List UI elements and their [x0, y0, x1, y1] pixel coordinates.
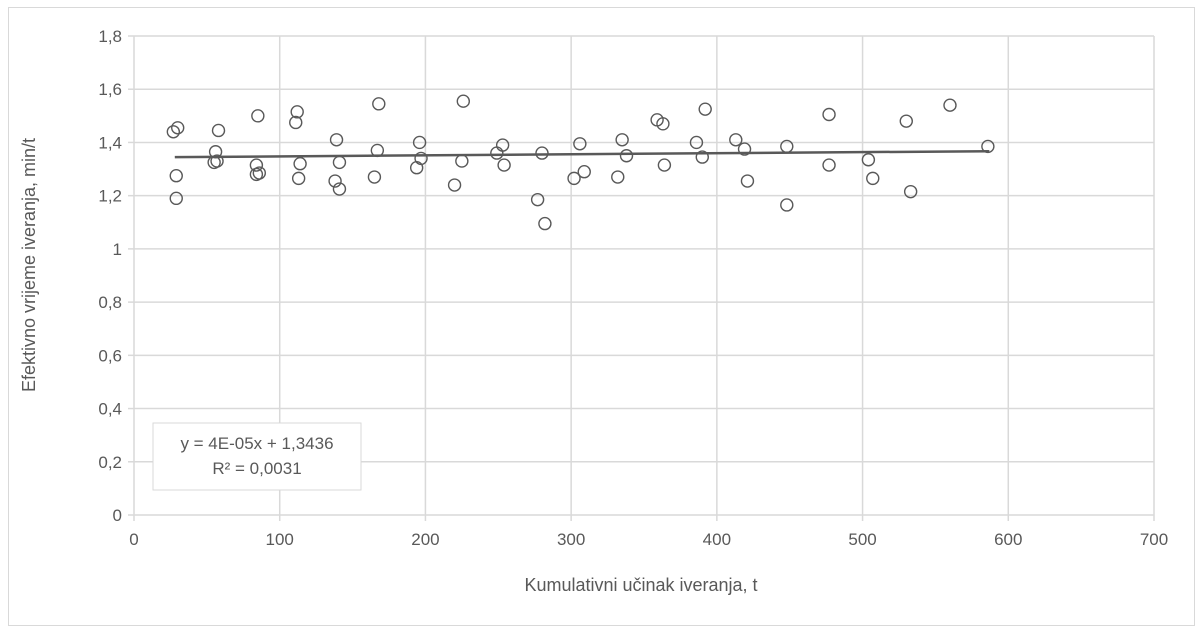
data-point [573, 137, 587, 151]
x-tick-label: 0 [129, 530, 138, 549]
data-point [822, 158, 836, 172]
y-tick-label: 1,6 [98, 80, 122, 99]
data-point [656, 117, 670, 131]
data-point [899, 114, 913, 128]
data-point [412, 135, 427, 150]
data-point [332, 182, 347, 196]
data-point [328, 174, 342, 188]
x-tick-label: 100 [266, 530, 294, 549]
x-axis-title: Kumulativni učinak iveranja, t [524, 575, 757, 595]
data-point [611, 170, 625, 184]
y-tick-label: 0,6 [98, 346, 122, 365]
y-tick-label: 1,8 [98, 27, 122, 46]
trendline-layer [174, 149, 990, 159]
data-point [740, 174, 755, 188]
data-points [166, 94, 995, 231]
data-point [409, 161, 424, 175]
scatter-chart: 0 100 200 300 400 500 600 700 0 0,2 0,4 0,6 0,8 1 1,2 1… [19, 27, 1168, 595]
data-point [866, 171, 880, 186]
data-point [698, 102, 712, 116]
data-point [291, 171, 306, 186]
data-point [290, 105, 304, 119]
data-point [780, 139, 794, 154]
data-point [289, 115, 303, 130]
data-point [252, 166, 267, 180]
data-point [210, 154, 224, 168]
data-point [861, 153, 876, 167]
data-point [981, 139, 995, 154]
data-point [447, 178, 462, 192]
data-point [943, 98, 957, 112]
y-tick-label: 1 [113, 240, 122, 259]
data-point [497, 158, 511, 172]
data-point [293, 157, 307, 171]
axes [128, 35, 1155, 521]
y-tick-label: 0 [113, 506, 122, 525]
y-tick-label: 0,8 [98, 293, 122, 312]
trendline-equation-box: y = 4E-05x + 1,3436 R² = 0,0031 [152, 422, 362, 491]
data-point [567, 171, 581, 186]
x-tick-label: 700 [1140, 530, 1168, 549]
data-point [577, 165, 591, 179]
data-point [530, 192, 545, 207]
data-point [456, 94, 471, 108]
data-point [169, 169, 183, 183]
trendline-equation: y = 4E-05x + 1,3436 [180, 434, 333, 453]
x-tick-label: 400 [703, 530, 731, 549]
data-point [211, 123, 226, 138]
data-point [615, 133, 629, 147]
data-point [695, 150, 709, 164]
data-point [657, 158, 672, 172]
y-tick-label: 1,4 [98, 133, 122, 152]
data-point [367, 170, 382, 184]
data-point [490, 146, 504, 160]
data-point [455, 154, 469, 168]
data-point [329, 133, 344, 147]
data-point [171, 121, 185, 135]
data-point [208, 145, 223, 159]
data-point [249, 158, 264, 172]
chart-frame: 0 100 200 300 400 500 600 700 0 0,2 0,4 0,6 0,8 1 1,2 1… [8, 7, 1195, 626]
data-point [689, 135, 704, 150]
data-point [535, 146, 549, 160]
trendline-r-squared: R² = 0,0031 [212, 459, 301, 478]
data-point [822, 107, 836, 122]
data-point [251, 109, 265, 123]
y-tick-label: 1,2 [98, 187, 122, 206]
data-point [737, 142, 752, 156]
trendline [174, 149, 990, 159]
x-tick-label: 600 [994, 530, 1022, 549]
data-point [332, 155, 347, 170]
data-point [780, 198, 794, 212]
data-point [495, 138, 510, 152]
y-axis-title: Efektivno vrijeme iveranja, min/t [19, 138, 39, 392]
data-point [619, 149, 634, 163]
y-tick-label: 0,4 [98, 400, 122, 419]
x-tick-label: 200 [411, 530, 439, 549]
y-tick-label: 0,2 [98, 453, 122, 472]
data-point [729, 133, 743, 147]
x-tick-label: 500 [848, 530, 876, 549]
data-point [370, 143, 385, 158]
x-tick-label: 300 [557, 530, 585, 549]
tick-labels: 0 100 200 300 400 500 600 700 0 0,2 0,4 0,6 0,8 1 1,2 1… [98, 27, 1168, 549]
data-point [169, 191, 183, 206]
equation-box-background [152, 422, 362, 491]
data-point [166, 125, 181, 139]
data-point [538, 216, 552, 231]
data-point [903, 184, 918, 199]
data-point [372, 97, 386, 111]
